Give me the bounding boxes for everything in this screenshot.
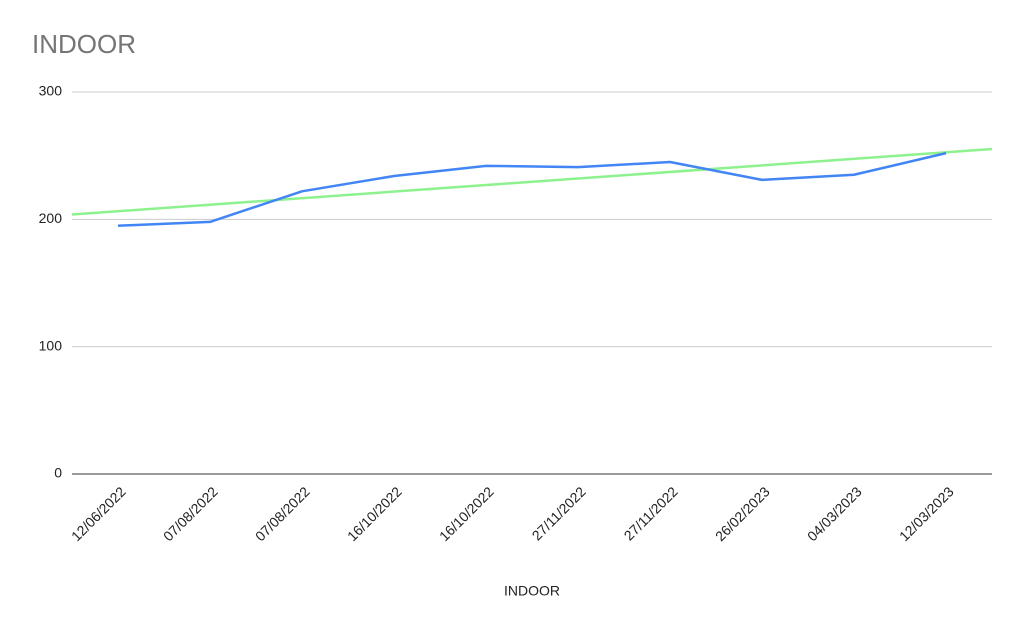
y-tick-label: 0 [54,465,62,481]
data-line [117,151,947,227]
y-tick-label: 100 [39,337,63,353]
x-axis-title: INDOOR [504,583,560,599]
chart-title: INDOOR [32,29,136,59]
y-tick-label: 200 [39,210,63,226]
y-tick-label: 300 [39,83,63,99]
trendline [71,147,993,216]
